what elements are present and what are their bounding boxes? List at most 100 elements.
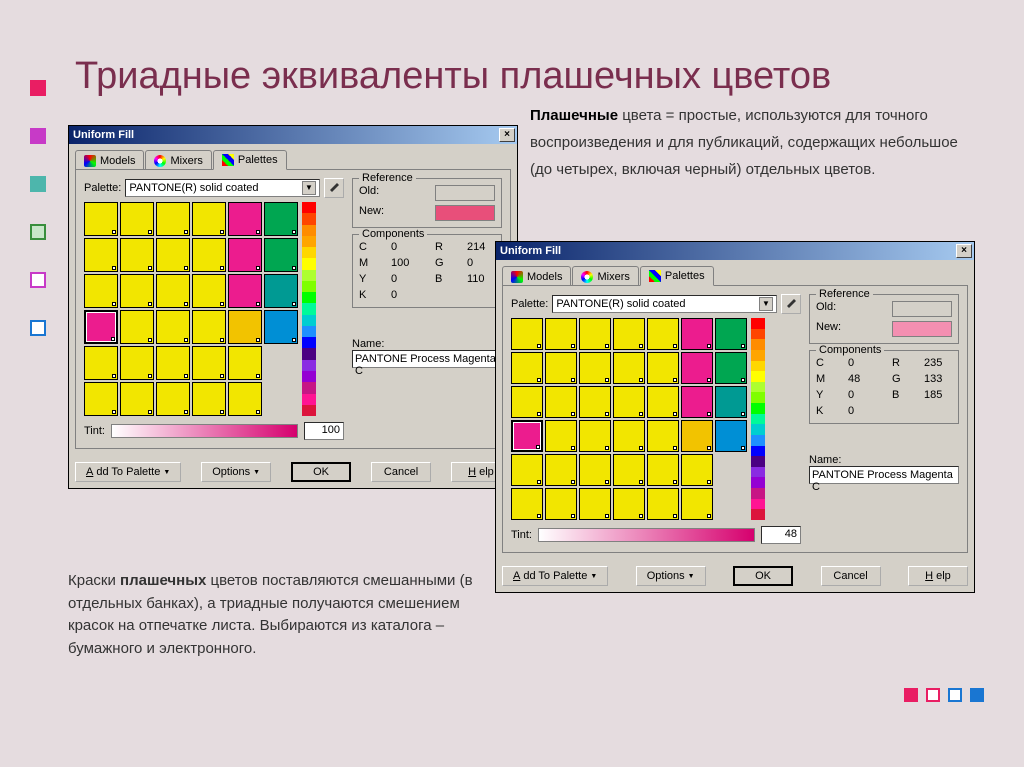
swatch[interactable] [228,274,262,308]
ok-button[interactable]: OK [291,462,351,482]
swatch[interactable] [579,420,611,452]
swatch[interactable] [192,274,226,308]
swatch[interactable] [156,202,190,236]
tint-value[interactable]: 100 [304,422,344,440]
palette-dropdown[interactable]: PANTONE(R) solid coated▼ [552,295,777,313]
swatch[interactable] [192,310,226,344]
swatch[interactable] [192,346,226,380]
tint-slider[interactable] [111,424,298,438]
swatch[interactable] [511,318,543,350]
swatch[interactable] [228,310,262,344]
swatch[interactable] [647,488,679,520]
swatch[interactable] [579,352,611,384]
eyedropper-button[interactable] [781,294,801,314]
swatch[interactable] [681,420,713,452]
swatch[interactable] [228,346,262,380]
swatch[interactable] [264,274,298,308]
swatch[interactable] [264,310,298,344]
swatch[interactable] [120,274,154,308]
swatch[interactable] [192,202,226,236]
options-button[interactable]: Options▼ [636,566,706,586]
swatch[interactable] [613,488,645,520]
tab-mixers[interactable]: Mixers [572,266,638,286]
swatch[interactable] [715,318,747,350]
tab-palettes[interactable]: Palettes [213,150,287,170]
swatch[interactable] [84,382,118,416]
swatch[interactable] [511,352,543,384]
tab-models[interactable]: Models [502,266,571,286]
swatch[interactable] [511,454,543,486]
cancel-button[interactable]: Cancel [821,566,881,586]
swatch[interactable] [545,318,577,350]
swatch[interactable] [545,420,577,452]
swatch[interactable] [579,488,611,520]
eyedropper-button[interactable] [324,178,344,198]
help-button[interactable]: Help [908,566,968,586]
swatch[interactable] [156,346,190,380]
swatch[interactable] [545,454,577,486]
close-icon[interactable]: × [956,244,972,258]
swatch[interactable] [120,202,154,236]
color-strip[interactable] [302,202,316,416]
swatch[interactable] [579,318,611,350]
swatch[interactable] [228,202,262,236]
tab-palettes[interactable]: Palettes [640,266,714,286]
swatch[interactable] [579,386,611,418]
titlebar[interactable]: Uniform Fill × [496,242,974,260]
swatch[interactable] [156,310,190,344]
swatch[interactable] [84,346,118,380]
swatch[interactable] [264,238,298,272]
tint-slider[interactable] [538,528,755,542]
name-input[interactable]: PANTONE Process Magenta C [352,350,502,368]
swatch[interactable] [156,238,190,272]
swatch[interactable] [84,274,118,308]
swatch[interactable] [84,310,118,344]
swatch[interactable] [613,352,645,384]
swatch[interactable] [647,352,679,384]
swatch[interactable] [511,386,543,418]
close-icon[interactable]: × [499,128,515,142]
ok-button[interactable]: OK [733,566,793,586]
swatch[interactable] [647,318,679,350]
swatch[interactable] [613,318,645,350]
swatch[interactable] [120,346,154,380]
swatch[interactable] [228,382,262,416]
swatch[interactable] [681,386,713,418]
swatch[interactable] [647,386,679,418]
swatch[interactable] [545,488,577,520]
swatch[interactable] [613,420,645,452]
swatch[interactable] [192,382,226,416]
swatch[interactable] [156,274,190,308]
palette-dropdown[interactable]: PANTONE(R) solid coated▼ [125,179,320,197]
swatch[interactable] [120,238,154,272]
swatch[interactable] [647,454,679,486]
swatch[interactable] [84,202,118,236]
swatch[interactable] [120,310,154,344]
swatch[interactable] [647,420,679,452]
swatch[interactable] [511,488,543,520]
options-button[interactable]: Options▼ [201,462,271,482]
swatch[interactable] [228,238,262,272]
titlebar[interactable]: Uniform Fill × [69,126,517,144]
swatch[interactable] [84,238,118,272]
swatch[interactable] [681,318,713,350]
add-to-palette-button[interactable]: Add To Palette▼ [502,566,608,586]
add-to-palette-button[interactable]: Add To Palette▼ [75,462,181,482]
cancel-button[interactable]: Cancel [371,462,431,482]
swatch[interactable] [681,352,713,384]
swatch[interactable] [613,454,645,486]
tab-mixers[interactable]: Mixers [145,150,211,170]
swatch[interactable] [545,352,577,384]
tab-models[interactable]: Models [75,150,144,170]
swatch[interactable] [511,420,543,452]
swatch[interactable] [715,386,747,418]
swatch[interactable] [681,454,713,486]
color-strip[interactable] [751,318,765,520]
swatch[interactable] [192,238,226,272]
swatch[interactable] [715,420,747,452]
swatch[interactable] [613,386,645,418]
swatch[interactable] [264,202,298,236]
swatch[interactable] [579,454,611,486]
swatch[interactable] [715,352,747,384]
swatch[interactable] [156,382,190,416]
